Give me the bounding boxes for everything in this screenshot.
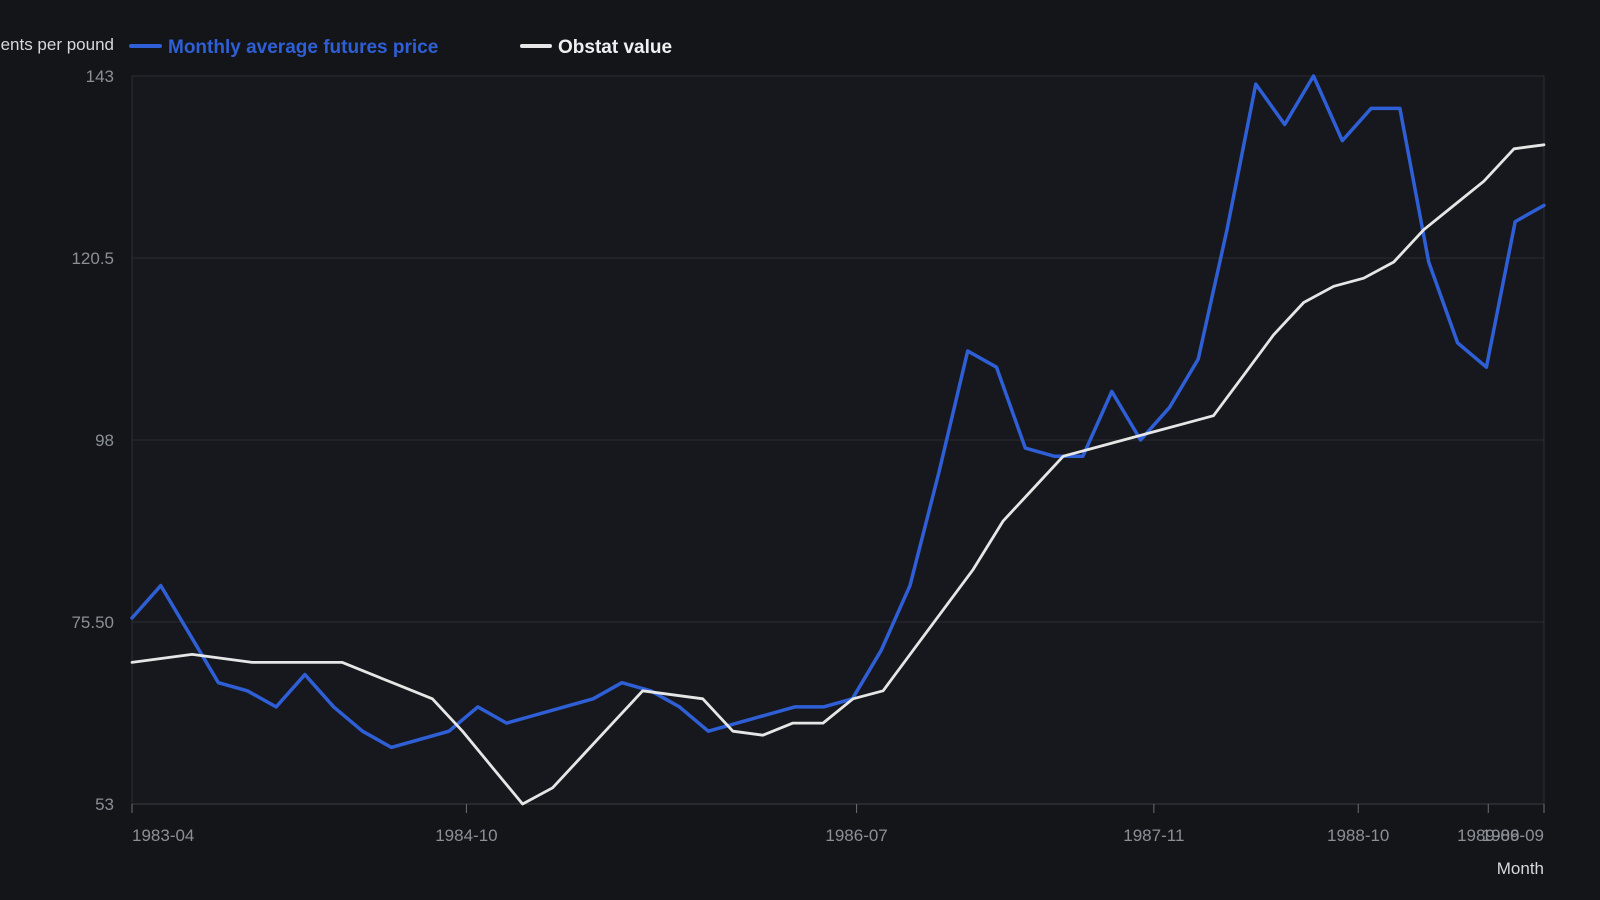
x-axis-ticks: 1983-04 1984-10 1986-07 1987-11 1988-10 1989-… <box>131 804 1545 845</box>
y-tick-label: 98 <box>95 431 114 450</box>
x-tick-label: 1987-11 <box>1123 826 1184 845</box>
series-line-obstat-value <box>130 143 1546 806</box>
x-axis-title: Month <box>1497 859 1544 878</box>
legend: Monthly average futures price Obstat val… <box>129 37 672 58</box>
y-axis-ticks: 143 120.5 98 75.50 53 <box>71 67 114 814</box>
y-tick-label: 120.5 <box>71 249 114 268</box>
y-tick-label: 143 <box>86 67 114 86</box>
legend-label-futures-price: Monthly average futures price <box>168 37 438 58</box>
y-axis-title: Cents per pound <box>0 35 114 54</box>
x-tick-label: 1989-09 <box>1482 826 1544 845</box>
y-tick-label: 53 <box>95 795 114 814</box>
x-tick-label: 1984-10 <box>435 826 497 845</box>
grid-lines <box>131 75 1545 805</box>
x-tick-label: 1983-04 <box>132 826 194 845</box>
series-lines <box>130 74 1546 806</box>
legend-label-obstat-value: Obstat value <box>558 37 672 58</box>
x-tick-label: 1986-07 <box>825 826 887 845</box>
x-tick-label: 1989-06 <box>1457 826 1519 845</box>
x-tick-label: 1988-10 <box>1327 826 1389 845</box>
y-tick-label: 75.50 <box>71 613 114 632</box>
series-line-futures-price <box>130 74 1546 750</box>
